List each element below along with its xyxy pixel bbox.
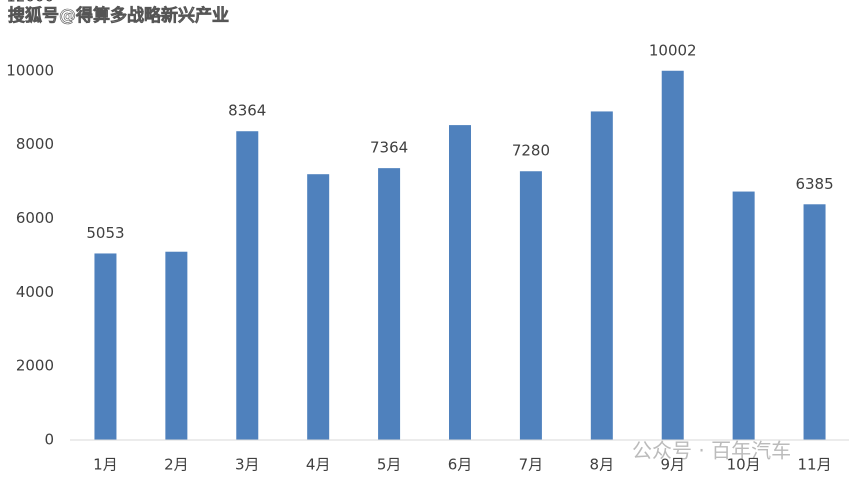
x-tick-label: 6月 (448, 456, 473, 474)
bar (590, 111, 613, 441)
watermark: 搜狐号@得算多战略新兴产业 (8, 5, 229, 26)
y-tick-label: 8000 (16, 135, 54, 153)
y-tick-label: 6000 (16, 209, 54, 227)
data-label: 8364 (228, 102, 266, 120)
data-label: 10002 (649, 41, 697, 59)
watermark: 公众号 · 百年汽车 (632, 439, 791, 463)
bar (661, 70, 684, 441)
data-label: 5053 (86, 224, 124, 242)
y-tick-label: 0 (44, 431, 54, 449)
y-tick-label: 10000 (6, 61, 54, 79)
y-tick-label: 12000 (6, 0, 54, 6)
bar (519, 171, 542, 440)
x-tick-label: 7月 (519, 456, 544, 474)
y-tick-label: 2000 (16, 357, 54, 375)
bar (449, 125, 471, 440)
x-tick-label: 3月 (235, 456, 260, 474)
x-tick-label: 10月 (727, 456, 761, 474)
data-label: 7280 (512, 142, 550, 160)
x-tick-label: 5月 (377, 456, 402, 474)
x-tick-label: 2月 (164, 456, 189, 474)
x-tick-label: 11月 (797, 456, 831, 474)
x-tick-label: 4月 (306, 456, 331, 474)
data-label: 6385 (795, 175, 833, 193)
bar (236, 131, 259, 440)
bar (307, 174, 330, 440)
bar (378, 168, 401, 440)
y-tick-label: 4000 (16, 283, 54, 301)
bar (165, 251, 188, 440)
bar (732, 191, 755, 440)
x-tick-label: 9月 (660, 456, 685, 474)
x-tick-label: 8月 (590, 456, 615, 474)
x-tick-label: 1月 (93, 456, 118, 474)
bar (803, 204, 826, 440)
data-label: 7364 (370, 139, 408, 157)
bar (94, 253, 117, 440)
